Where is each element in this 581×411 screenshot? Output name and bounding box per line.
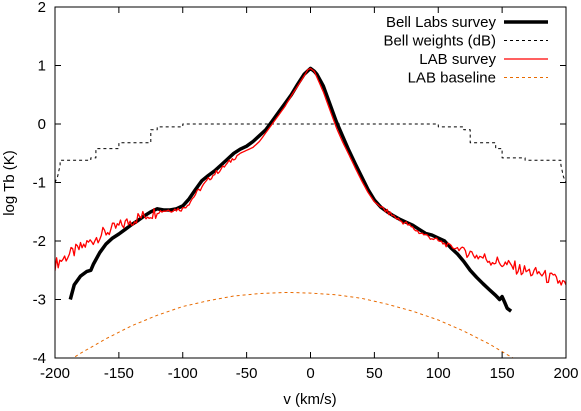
- legend-label: Bell weights (dB): [383, 33, 496, 50]
- y-tick-label: -1: [33, 175, 46, 192]
- y-tick-label: -4: [33, 350, 46, 367]
- legend: Bell Labs survey Bell weights (dB)LAB sur…: [383, 14, 548, 87]
- y-tick-label: 0: [38, 116, 46, 133]
- x-tick-label: 100: [426, 365, 451, 382]
- x-tick-label: 200: [553, 365, 578, 382]
- series-line-1: [55, 123, 566, 183]
- y-tick-label: 1: [38, 58, 46, 75]
- legend-label: LAB survey: [419, 51, 496, 68]
- x-tick-label: -100: [168, 365, 198, 382]
- legend-label: Bell Labs survey: [386, 14, 497, 31]
- x-tick-label: -50: [236, 365, 258, 382]
- x-tick-label: 0: [306, 365, 314, 382]
- series-line-0: [68, 66, 513, 313]
- series-layer: [55, 66, 566, 358]
- y-tick-label: -2: [33, 233, 46, 250]
- series-line-3: [72, 292, 514, 358]
- series-line-2: [55, 67, 566, 286]
- y-tick-label: -3: [33, 292, 46, 309]
- plot-area: [55, 7, 566, 358]
- y-axis-label: log Tb (K): [1, 150, 18, 216]
- legend-label: LAB baseline: [408, 70, 496, 87]
- y-tick-label: 2: [38, 0, 46, 16]
- x-tick-label: 50: [366, 365, 383, 382]
- x-axis-label: v (km/s): [283, 391, 336, 408]
- x-tick-label: 150: [490, 365, 515, 382]
- x-tick-label: -200: [40, 365, 70, 382]
- ticks-layer: -200 -150 -100 -50 0 50 100 150 200 -4 -3 -2 -1 0 1 2: [33, 0, 579, 382]
- x-tick-label: -150: [104, 365, 134, 382]
